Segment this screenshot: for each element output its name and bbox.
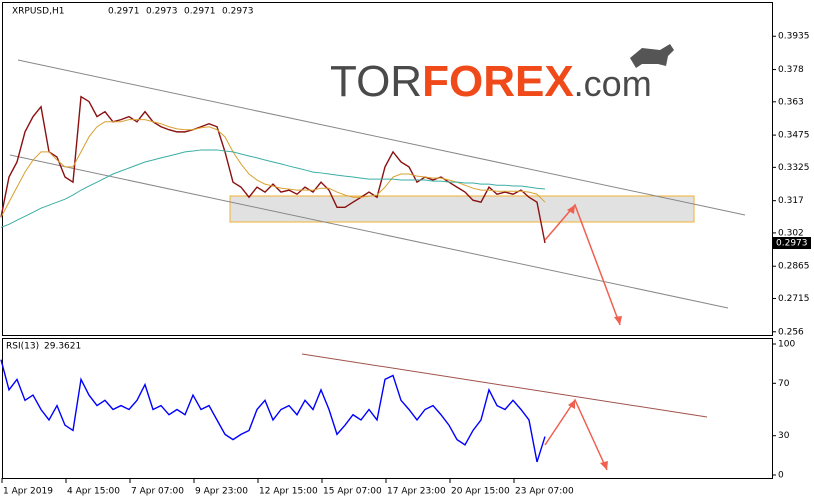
channel-upper [17, 59, 746, 216]
price-tag [773, 237, 811, 250]
x-tick-label: 7 Apr 07:00 [131, 487, 184, 497]
rsi-current: 29.3621 [44, 342, 81, 352]
ohlc-value: 0.2971 [108, 7, 140, 17]
logo-main: FOREX [422, 57, 574, 106]
y-tick-label: 100 [778, 340, 795, 350]
x-tick-label: 1 Apr 2019 [3, 487, 53, 497]
y-tick-label: 0.3935 [778, 32, 810, 42]
series-line [0, 95, 546, 244]
series-layer [0, 95, 546, 463]
series-line [0, 119, 546, 218]
x-tick-label: 9 Apr 23:00 [195, 487, 248, 497]
channel-lower [9, 154, 729, 309]
y-tick-label: 0.363 [778, 97, 804, 107]
y-tick-label: 30 [778, 431, 790, 441]
rsi-panel [2, 338, 773, 479]
series-line [0, 149, 546, 228]
price-title: XRPUSD,H1 [12, 7, 64, 17]
y-tick-label: 0.3325 [778, 163, 810, 173]
rsi-title: RSI(13) [6, 342, 39, 352]
y-tick-label: 0.2865 [778, 262, 810, 272]
y-tick-label: 0.2715 [778, 294, 810, 304]
rsi-arrow-heads [568, 400, 608, 470]
y-tick-label: 0 [778, 471, 784, 481]
series-line [0, 359, 546, 463]
ohlc-value: 0.2973 [222, 7, 254, 17]
price-panel [2, 2, 773, 336]
y-tick-label: 0.378 [778, 65, 804, 75]
rsi-trendline [301, 353, 708, 418]
y-tick-label: 0.317 [778, 196, 804, 206]
x-tick-label: 12 Apr 15:00 [259, 487, 318, 497]
price-tag-label: 0.2973 [776, 239, 808, 249]
watermark: TORFOREX.com [330, 57, 652, 106]
y-tick-label: 0.3475 [778, 131, 810, 141]
x-tick-label: 20 Apr 15:00 [451, 487, 510, 497]
x-tick-label: 17 Apr 23:00 [387, 487, 446, 497]
x-tick-label: 4 Apr 15:00 [67, 487, 120, 497]
y-tick-label: 70 [778, 379, 790, 389]
logo-domain: .com [574, 63, 652, 104]
ohlc-value: 0.2973 [146, 7, 178, 17]
x-tick-label: 15 Apr 07:00 [323, 487, 382, 497]
support-zone [229, 195, 695, 223]
y-tick-label: 0.302 [778, 228, 804, 238]
logo-start: TOR [330, 57, 422, 106]
x-tick-label: 23 Apr 07:00 [515, 487, 574, 497]
logo-bull [630, 44, 674, 68]
ohlc-value: 0.2971 [184, 7, 216, 17]
y-tick-label: 0.256 [778, 327, 804, 337]
